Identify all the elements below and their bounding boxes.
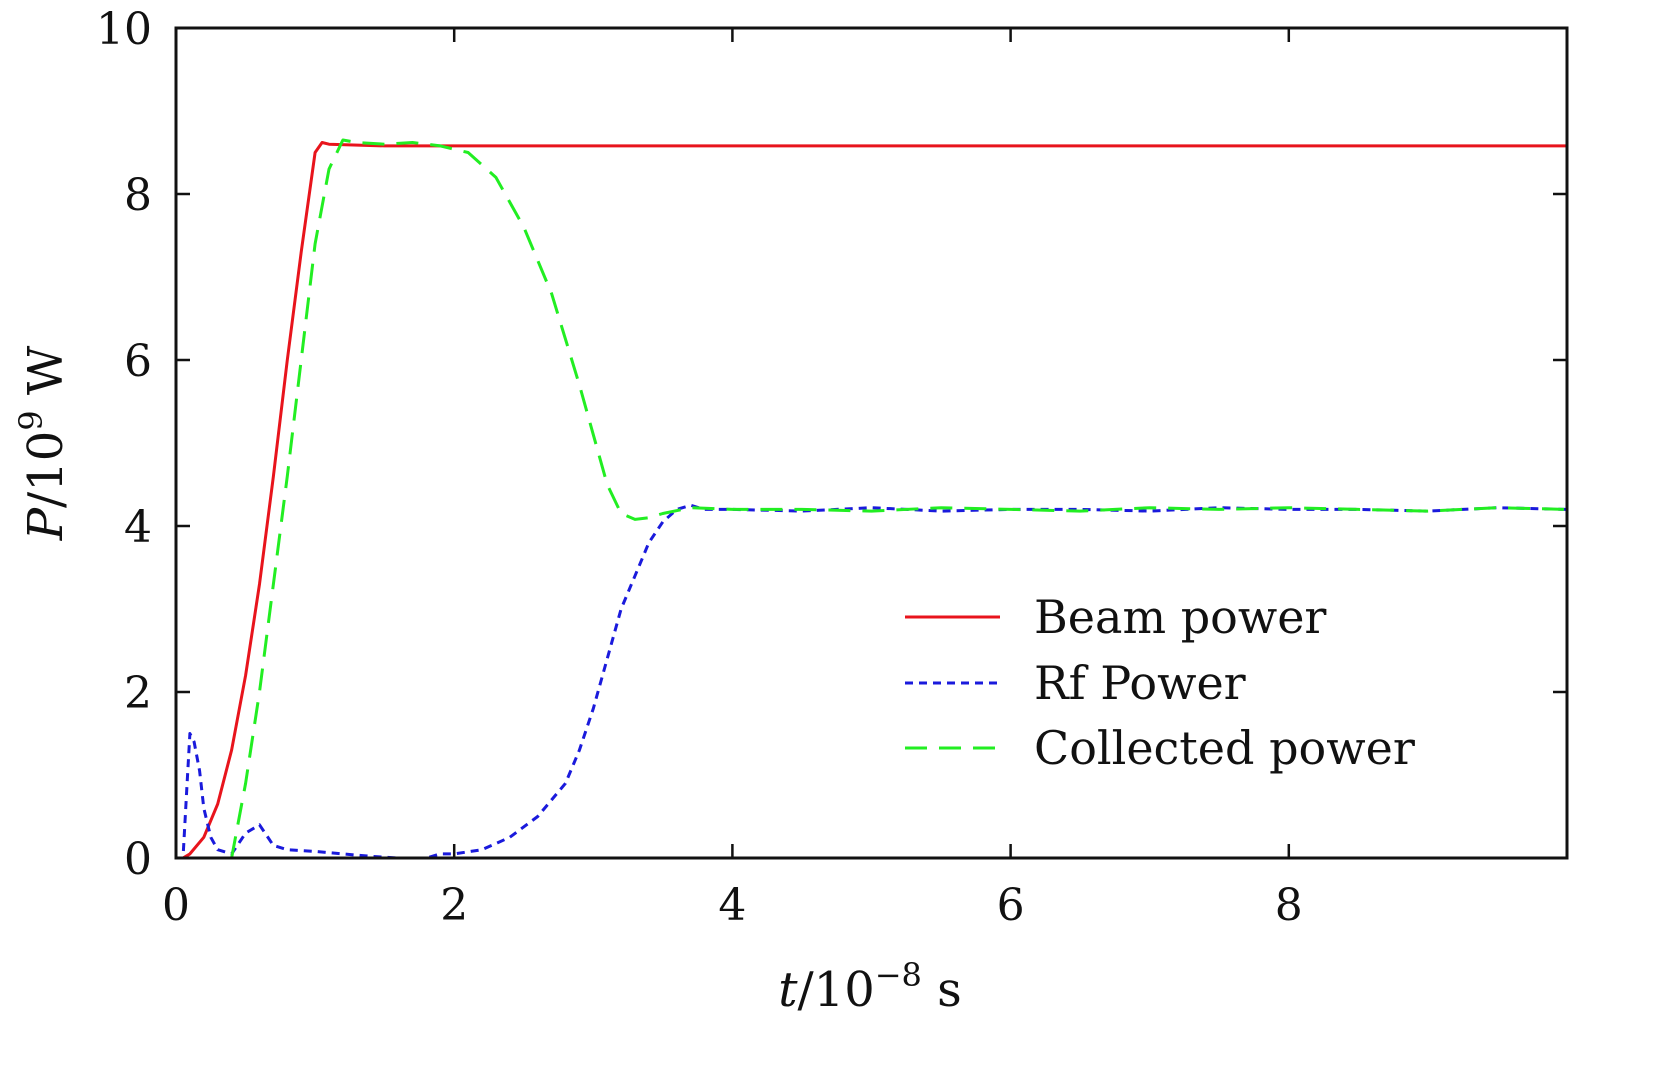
- x-axis-title: t/10−8 s: [778, 956, 962, 1018]
- x-tick-label: 6: [997, 880, 1025, 931]
- legend-label-rf-power: Rf Power: [1034, 656, 1246, 710]
- plot-frame: [174, 26, 1569, 860]
- y-tick-label: 2: [124, 668, 152, 719]
- series-line-rf-power: [176, 503, 1568, 860]
- y-tick-label: 8: [124, 170, 152, 221]
- series-line-beam-power: [176, 141, 1567, 860]
- y-axis-title: P/109 W: [12, 345, 74, 541]
- legend: Beam power Rf Power Collected power: [905, 590, 1415, 775]
- legend-label-beam-power: Beam power: [1034, 590, 1326, 644]
- x-tick-label: 4: [718, 880, 746, 931]
- y-tick-label: 6: [124, 336, 152, 387]
- y-tick-label: 4: [124, 502, 152, 553]
- axes: 0 2 4 6 8 0 2 4 6 8 10: [96, 4, 1567, 931]
- y-tick-label: 10: [96, 4, 152, 55]
- x-tick-label: 8: [1275, 880, 1303, 931]
- series-line-collected-power: [230, 138, 1568, 859]
- legend-label-collected-power: Collected power: [1034, 721, 1415, 775]
- plot-area: [176, 138, 1568, 860]
- x-tick-label: 2: [440, 880, 468, 931]
- y-tick-label: 0: [124, 834, 152, 885]
- x-tick-label: 0: [162, 880, 190, 931]
